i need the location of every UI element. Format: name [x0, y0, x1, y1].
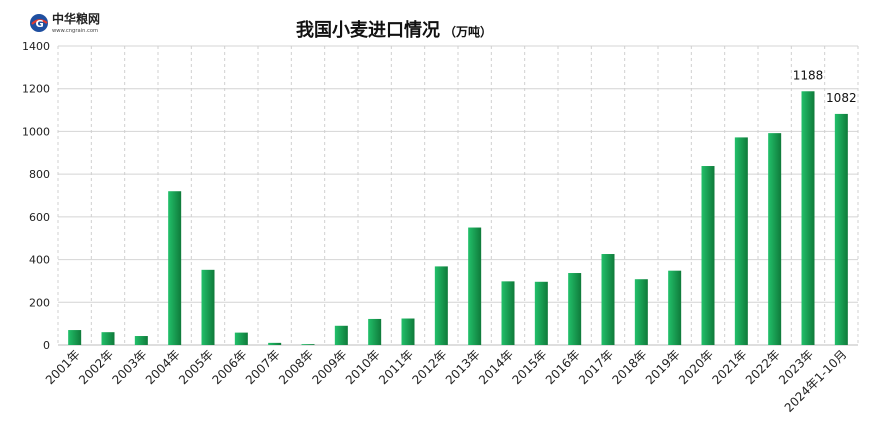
data-label: 1188: [793, 68, 824, 82]
bar-2009年: [334, 325, 348, 345]
bar-2010年: [368, 318, 382, 345]
bar-layer: [68, 91, 848, 345]
logo-url: www.cngrain.com: [52, 28, 98, 34]
bar-2014年: [501, 281, 515, 345]
x-tick-label: 2021年: [709, 347, 749, 387]
bar-2004年: [168, 191, 182, 345]
bar-2013年: [468, 227, 482, 345]
logo-globe-icon: [30, 14, 48, 32]
x-tick-label: 2012年: [409, 347, 449, 387]
x-tick-label: 2003年: [109, 347, 149, 387]
x-tick-label: 2015年: [509, 347, 549, 387]
x-tick-label: 2009年: [309, 347, 349, 387]
logo-name: 中华粮网: [52, 11, 100, 26]
bar-2007年: [268, 342, 282, 345]
y-tick-label: 1200: [22, 83, 50, 96]
x-tick-label: 2019年: [643, 347, 683, 387]
chart-unit: （万吨）: [444, 24, 492, 39]
chart-title: 我国小麦进口情况: [296, 19, 440, 41]
bar-2024年1-10月: [834, 113, 848, 345]
bar-2011年: [401, 318, 415, 345]
x-tick-label: 2022年: [743, 347, 783, 387]
bar-2012年: [434, 266, 448, 345]
x-tick-label: 2013年: [443, 347, 483, 387]
bar-2008年: [301, 344, 315, 345]
x-tick-label: 2006年: [209, 347, 249, 387]
bar-2017年: [601, 254, 615, 345]
x-tick-label: 2005年: [176, 347, 216, 387]
x-tick-label: 2018年: [609, 347, 649, 387]
bar-2019年: [668, 270, 682, 345]
cngrain-logo: G 中华粮网 www.cngrain.com: [30, 11, 100, 34]
bar-2022年: [768, 133, 782, 345]
bar-2023年: [801, 91, 815, 345]
bar-2015年: [534, 281, 548, 345]
y-tick-label: 0: [43, 339, 50, 352]
x-tick-label: 2010年: [343, 347, 383, 387]
label-layer: 0 200 400 600 800 1000 1200 1400 2001年2002年2003年…: [22, 40, 857, 415]
bar-2001年: [68, 330, 82, 345]
y-tick-label: 1400: [22, 40, 50, 53]
y-tick-label: 800: [29, 168, 50, 181]
x-tick-label: 2004年: [143, 347, 183, 387]
bar-2021年: [734, 137, 748, 345]
y-tick-label: 600: [29, 211, 50, 224]
bar-2003年: [134, 336, 148, 345]
bar-2002年: [101, 332, 115, 345]
data-label: 1082: [826, 91, 857, 105]
x-tick-label: 2001年: [43, 347, 83, 387]
x-tick-label: 2008年: [276, 347, 316, 387]
x-tick-label: 2007年: [243, 347, 283, 387]
bar-2020年: [701, 166, 715, 345]
y-tick-label: 200: [29, 296, 50, 309]
svg-text:G: G: [36, 19, 44, 30]
x-tick-label: 2011年: [376, 347, 416, 387]
x-tick-label: 2014年: [476, 347, 516, 387]
x-tick-label: 2020年: [676, 347, 716, 387]
y-tick-label: 400: [29, 254, 50, 267]
x-tick-label: 2002年: [76, 347, 116, 387]
bar-2006年: [234, 332, 248, 345]
x-tick-label: 2016年: [543, 347, 583, 387]
grid-layer: [57, 45, 859, 346]
bar-2005年: [201, 269, 215, 345]
y-tick-label: 1000: [22, 125, 50, 138]
x-tick-label: 2017年: [576, 347, 616, 387]
bar-2018年: [634, 279, 648, 345]
bar-2016年: [568, 273, 582, 345]
